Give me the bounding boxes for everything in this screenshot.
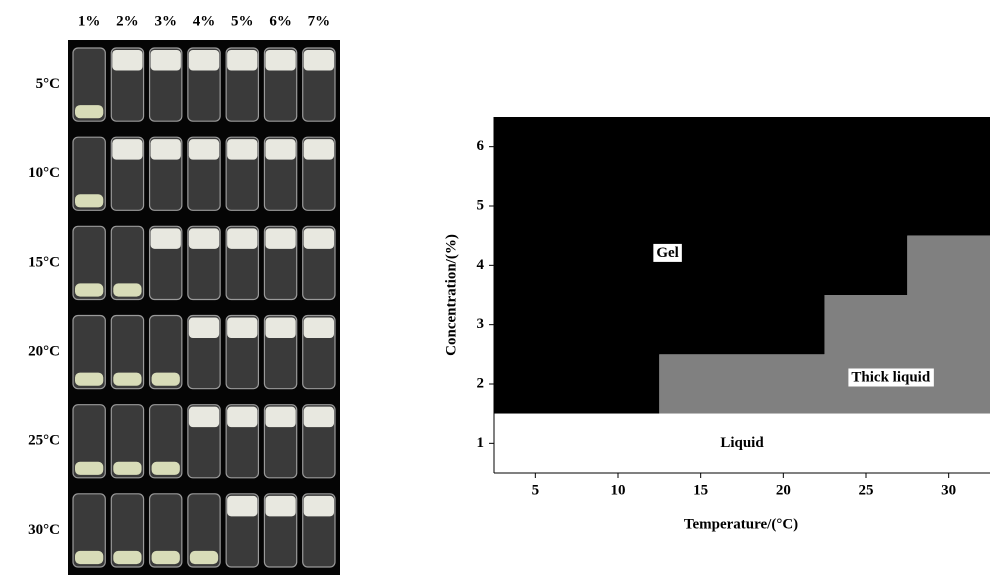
y-tick-label: 2 [477, 375, 485, 391]
vial-gel [303, 139, 334, 160]
vial-gel [112, 139, 143, 160]
vial-gel [303, 406, 334, 428]
row-label: 15°C [28, 254, 60, 270]
x-tick-label: 10 [611, 482, 626, 498]
vial-gel [265, 495, 296, 517]
photo [72, 47, 336, 568]
vial [72, 314, 106, 390]
column-label: 2% [116, 13, 139, 29]
vial-gel [303, 50, 334, 71]
row-label: 25°C [28, 433, 60, 449]
vial-sediment [151, 372, 180, 386]
region-label-box [717, 433, 768, 452]
vial-sediment [113, 283, 142, 297]
y-tick-label: 6 [477, 138, 485, 154]
y-axis-title: Concentration/(%) [443, 234, 459, 356]
vial-sediment [113, 372, 142, 386]
vial-gel [265, 50, 296, 71]
region-label-box [653, 243, 682, 262]
column-label: 7% [308, 13, 331, 29]
photo-background [68, 40, 340, 575]
vial [110, 493, 145, 568]
vial-gel [303, 317, 334, 338]
vial-gel [112, 50, 143, 71]
vial-gel [227, 139, 258, 160]
vial-gel [227, 495, 258, 517]
vial [148, 404, 183, 479]
y-tick-label: 3 [477, 316, 485, 332]
vial-sediment [151, 550, 180, 565]
vial-sediment [75, 372, 104, 386]
vial-gel [303, 495, 334, 517]
vial-sediment [113, 461, 142, 475]
vial [72, 404, 106, 479]
vial-gel [188, 228, 220, 249]
phase-region [494, 117, 990, 414]
x-tick-label: 5 [532, 482, 540, 498]
vial [72, 47, 106, 122]
vial-sediment [75, 194, 104, 208]
vial-gel [150, 50, 181, 71]
vial-gel [227, 228, 258, 249]
vial [110, 404, 145, 479]
row-label: 30°C [28, 522, 60, 538]
y-tick-label: 5 [477, 197, 485, 213]
column-label: 4% [193, 13, 216, 29]
row-label: 10°C [28, 165, 60, 181]
column-label: 1% [78, 13, 101, 29]
region-label: Thick liquid [851, 370, 930, 386]
vial-sediment [75, 550, 104, 565]
row-label: 5°C [36, 76, 60, 92]
x-tick-label: 15 [693, 482, 708, 498]
vial [72, 225, 106, 301]
vial [148, 314, 183, 390]
vial [110, 314, 145, 390]
column-label: 6% [269, 13, 292, 29]
vial-gel [227, 50, 258, 71]
vial-gel [188, 406, 220, 428]
vial-gel [188, 317, 220, 338]
chart: Gel Thick liquid Liquid 5 10 15 20 25 30 1 2 3 4 5 6 [477, 117, 990, 498]
x-tick-label: 25 [859, 482, 874, 498]
vial-gel [265, 139, 296, 160]
vial-sediment [151, 461, 180, 475]
column-label: 5% [231, 13, 254, 29]
column-label: 3% [154, 13, 177, 29]
vial-sediment [75, 461, 104, 475]
vial-gel [265, 228, 296, 249]
region-label: Liquid [720, 435, 764, 451]
vial-gel [227, 406, 258, 428]
vial-sediment [113, 550, 142, 565]
x-tick-label: 20 [776, 482, 791, 498]
vial-sediment [189, 550, 219, 565]
vial [148, 493, 183, 568]
vial-gel [265, 406, 296, 428]
row-label: 20°C [28, 344, 60, 360]
y-tick-label: 1 [477, 435, 485, 451]
x-axis-title: Temperature/(°C) [684, 516, 798, 532]
vial [72, 136, 106, 211]
vial-gel [150, 228, 181, 249]
vial-gel [303, 228, 334, 249]
vial-gel [227, 317, 258, 338]
region-label: Gel [656, 245, 679, 261]
vial-gel [188, 50, 220, 71]
x-tick-label: 30 [941, 482, 956, 498]
region-label-box [848, 368, 934, 387]
vial-gel [150, 139, 181, 160]
vial-sediment [75, 283, 104, 297]
vial [110, 225, 145, 301]
vial [187, 493, 221, 568]
vial-gel [188, 139, 220, 160]
vial-gel [265, 317, 296, 338]
vial-sediment [75, 105, 104, 119]
y-tick-label: 4 [477, 257, 485, 273]
vial [72, 493, 106, 568]
